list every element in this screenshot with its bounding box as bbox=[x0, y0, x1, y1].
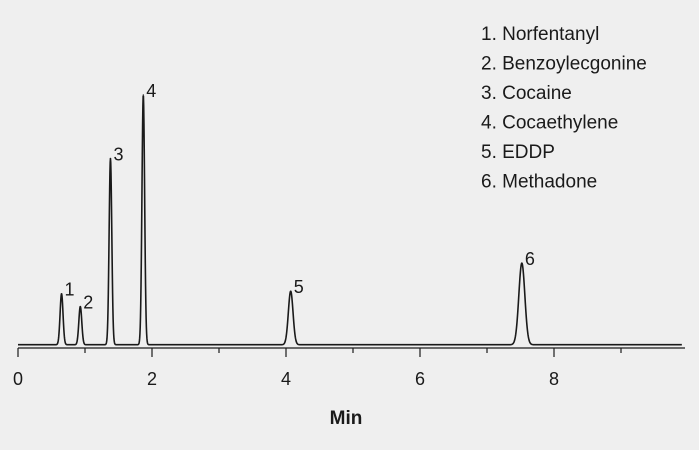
peak-marker bbox=[79, 305, 81, 308]
x-tick-label: 2 bbox=[147, 369, 157, 389]
legend-item: 3. Cocaine bbox=[481, 83, 572, 104]
peak-label: 1 bbox=[65, 280, 75, 300]
legend-item: 5. EDDP bbox=[481, 142, 555, 163]
peak-marker bbox=[290, 290, 292, 292]
peak-label: 2 bbox=[83, 292, 93, 312]
peak-marker bbox=[109, 157, 112, 160]
legend-item: 4. Cocaethylene bbox=[481, 113, 618, 134]
peak-label: 5 bbox=[294, 277, 304, 297]
peak-label: 6 bbox=[525, 249, 535, 269]
legend-item: 2. Benzoylecgonine bbox=[481, 54, 647, 75]
x-tick-label: 0 bbox=[13, 369, 23, 389]
chromatogram-trace bbox=[17, 95, 683, 346]
legend: 1. Norfentanyl 2. Benzoylecgonine 3. Cocai… bbox=[481, 24, 647, 193]
trace-layer bbox=[17, 95, 683, 346]
peak-marker bbox=[521, 262, 523, 264]
x-axis-title: Min bbox=[330, 408, 363, 429]
peak-label: 4 bbox=[146, 81, 156, 101]
peak-labels: 12 3 4 5 6 bbox=[60, 81, 535, 312]
x-tick-label: 6 bbox=[415, 369, 425, 389]
x-axis: 0 2 4 6 8 bbox=[13, 347, 685, 389]
legend-item: 1. Norfentanyl bbox=[481, 24, 599, 45]
peak-label: 3 bbox=[113, 145, 123, 165]
peak-marker bbox=[142, 94, 144, 96]
x-tick-label: 4 bbox=[281, 369, 291, 389]
peak-marker bbox=[60, 293, 63, 295]
x-tick-label: 8 bbox=[549, 369, 559, 389]
legend-item: 6. Methadone bbox=[481, 172, 597, 193]
